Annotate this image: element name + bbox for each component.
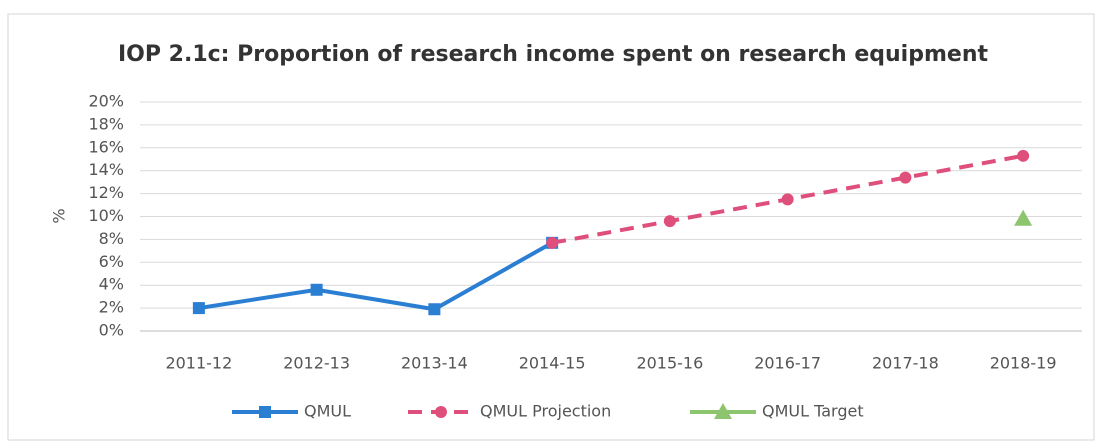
y-axis-label: % xyxy=(50,208,69,223)
y-tick-label: 20% xyxy=(88,92,124,111)
marker xyxy=(663,215,676,228)
y-tick-label: 12% xyxy=(88,183,124,202)
legend-marker xyxy=(714,403,732,419)
y-tick-label: 10% xyxy=(88,206,124,225)
x-tick-label: 2011-12 xyxy=(165,354,232,373)
y-tick-label: 2% xyxy=(99,298,124,317)
x-tick-label: 2016-17 xyxy=(754,354,821,373)
x-tick-label: 2015-16 xyxy=(636,354,703,373)
x-tick-label: 2013-14 xyxy=(401,354,468,373)
y-tick-label: 0% xyxy=(99,321,124,340)
chart-title: IOP 2.1c: Proportion of research income … xyxy=(118,42,988,67)
y-tick-label: 4% xyxy=(99,275,124,294)
legend-marker xyxy=(435,406,447,418)
y-tick-label: 18% xyxy=(88,114,124,133)
marker xyxy=(310,283,323,296)
legend-label: QMUL Target xyxy=(762,402,864,421)
marker xyxy=(781,193,794,206)
chart-frame xyxy=(7,13,1095,441)
x-tick-label: 2014-15 xyxy=(519,354,586,373)
series-line xyxy=(198,241,554,312)
x-tick-label: 2017-18 xyxy=(872,354,939,373)
y-tick-label: 14% xyxy=(88,160,124,179)
legend-marker xyxy=(259,406,271,418)
y-tick-label: 8% xyxy=(99,229,124,248)
marker xyxy=(428,303,441,316)
y-tick-label: 16% xyxy=(88,137,124,156)
x-tick-label: 2012-13 xyxy=(283,354,350,373)
legend-label: QMUL Projection xyxy=(480,402,611,421)
marker xyxy=(192,302,205,315)
marker xyxy=(1014,209,1033,226)
legend-label: QMUL xyxy=(304,402,351,421)
y-tick-label: 6% xyxy=(99,252,124,271)
x-tick-label: 2018-19 xyxy=(990,354,1057,373)
marker xyxy=(899,171,912,184)
marker xyxy=(546,236,559,249)
marker xyxy=(1017,149,1030,162)
